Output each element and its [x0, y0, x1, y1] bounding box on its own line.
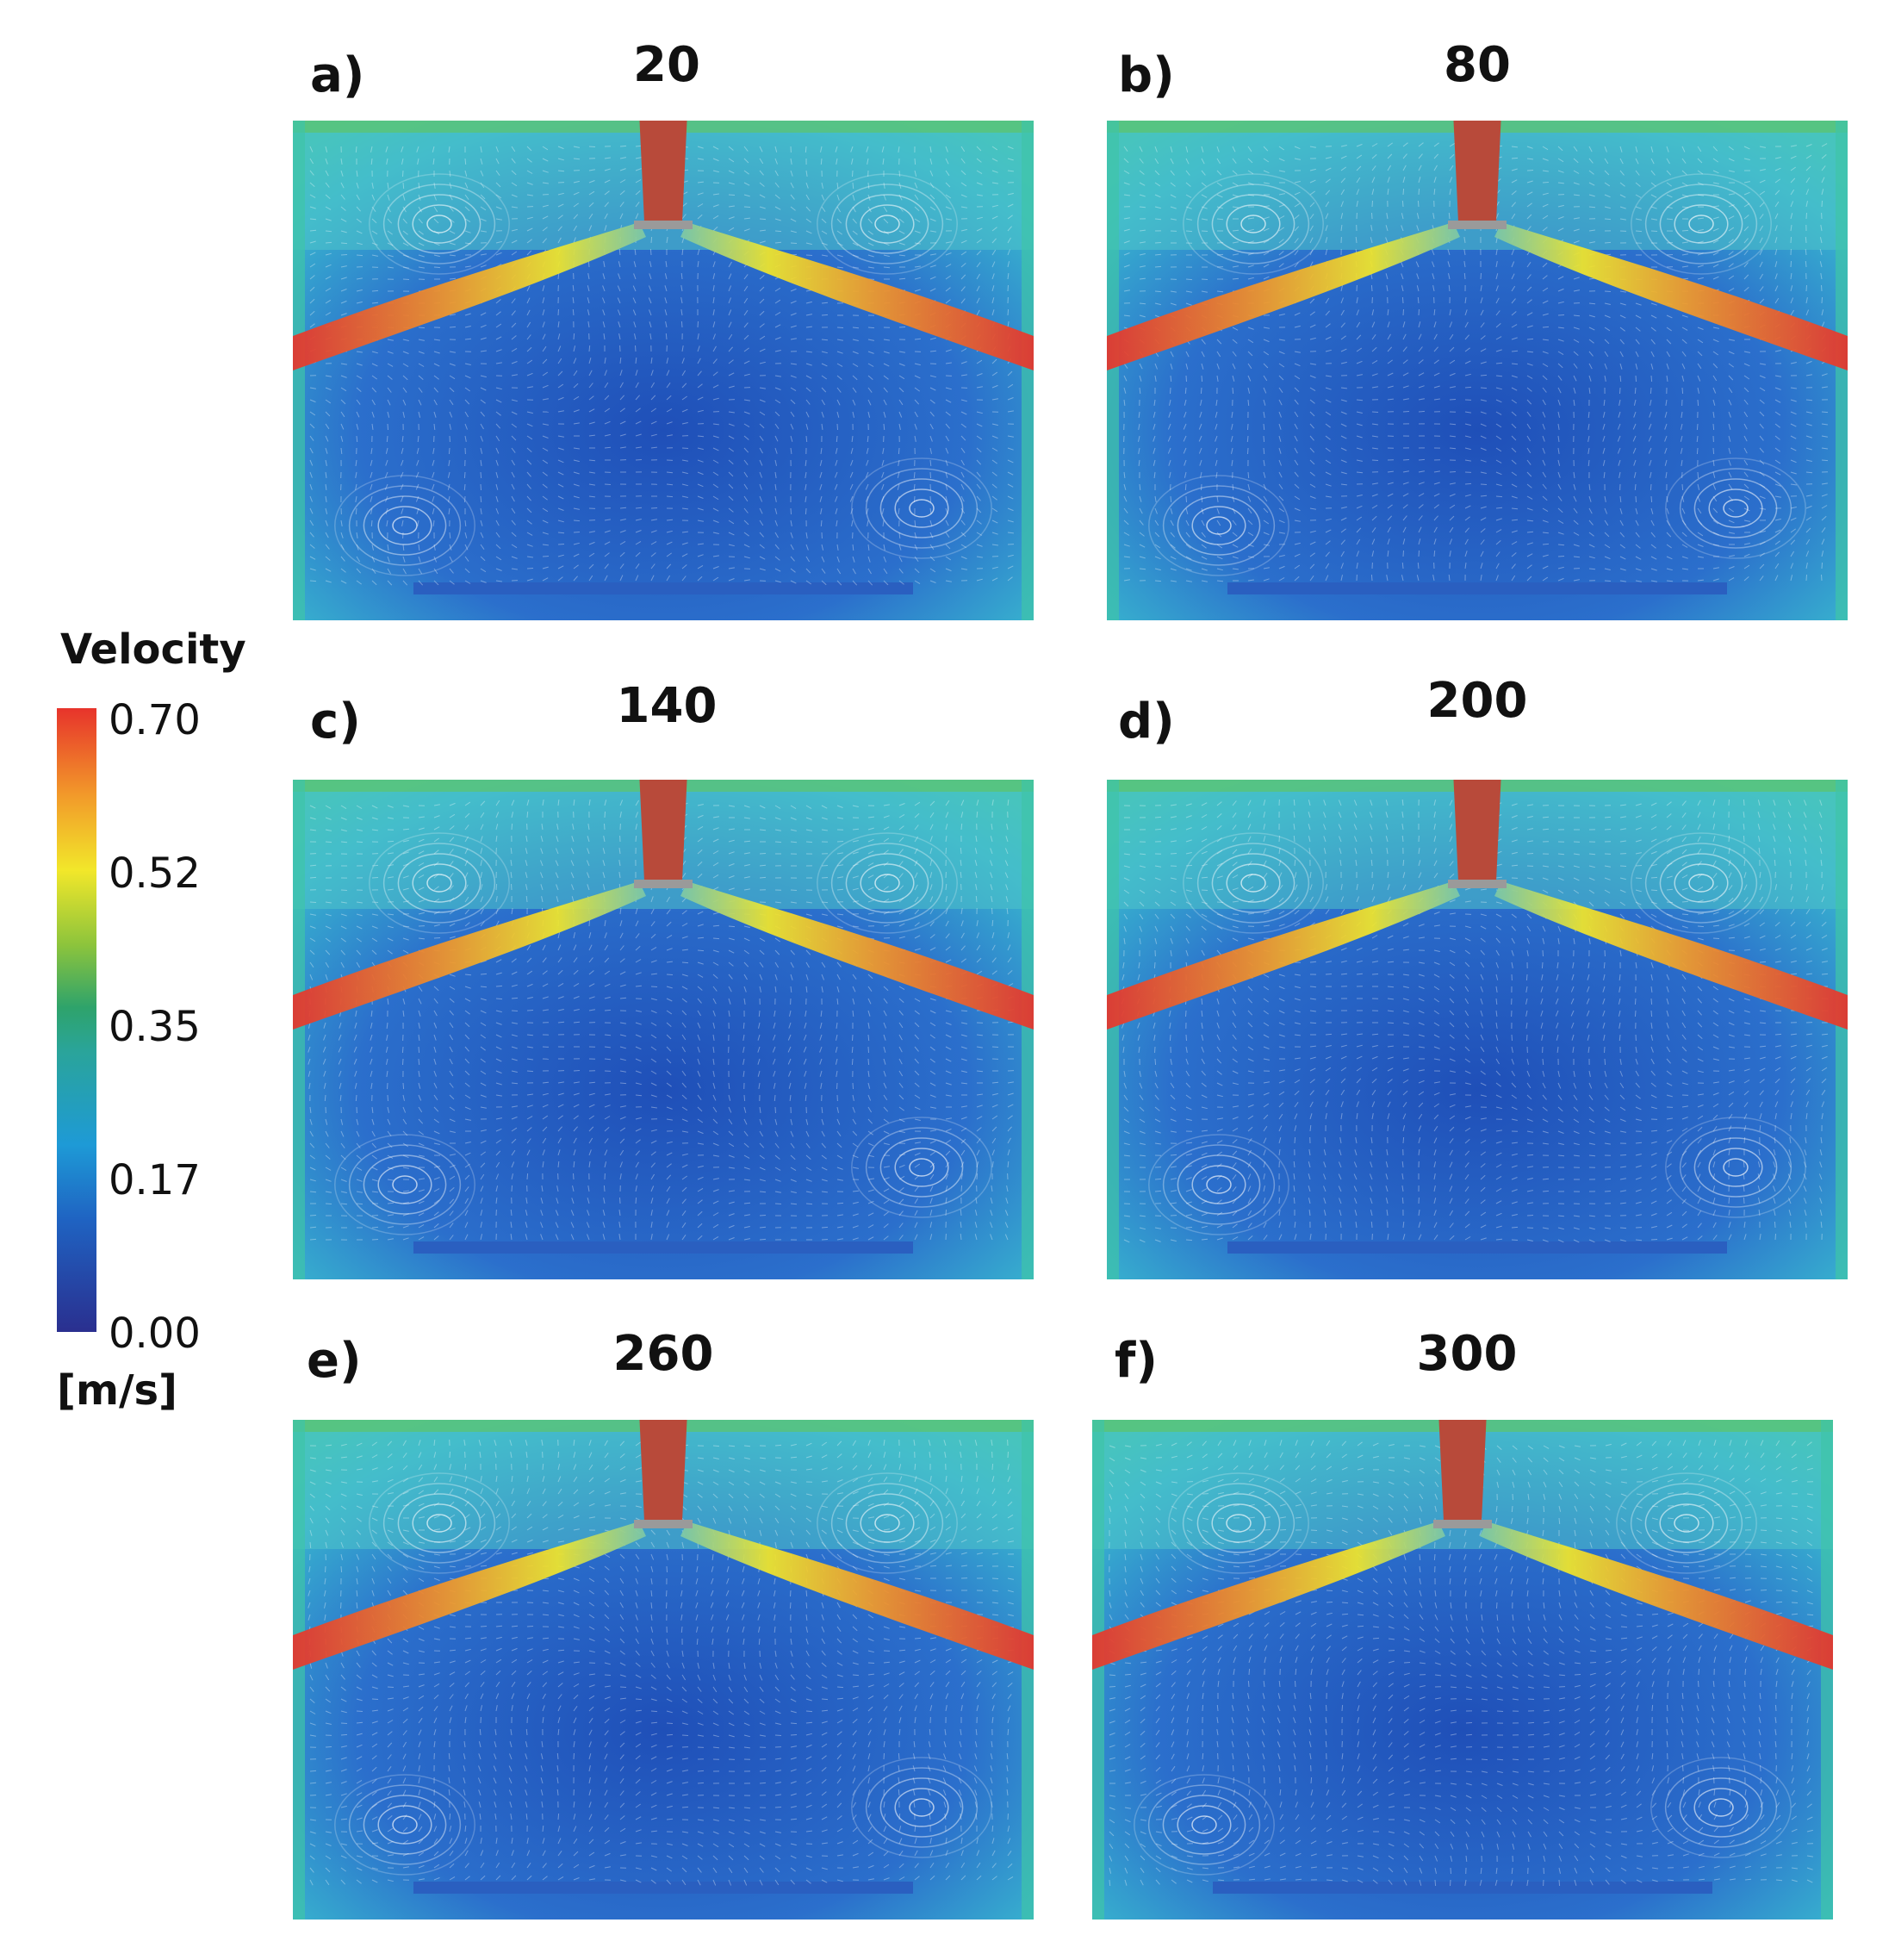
- colorbar-title: Velocity: [60, 625, 246, 674]
- velocity-field-d: [1107, 780, 1848, 1279]
- velocity-field-a: [293, 121, 1034, 620]
- panel-e-time: 260: [612, 1326, 714, 1382]
- velocity-field-c: [293, 780, 1034, 1279]
- panel-d-time: 200: [1426, 673, 1528, 729]
- panel-c-letter: c): [310, 694, 361, 750]
- panel-d-letter: d): [1118, 694, 1175, 750]
- colorbar-tick: 0.35: [109, 1003, 201, 1051]
- colorbar-unit: [m/s]: [57, 1366, 177, 1415]
- panel-f-letter: f): [1115, 1333, 1158, 1389]
- panel-e-letter: e): [307, 1333, 362, 1389]
- velocity-field-b: [1107, 121, 1848, 620]
- colorbar-tick: 0.70: [109, 696, 201, 744]
- panel-a-letter: a): [310, 47, 365, 103]
- velocity-field-f: [1092, 1420, 1833, 1920]
- panel-c-time: 140: [616, 678, 718, 734]
- colorbar-tick: 0.00: [109, 1310, 201, 1358]
- panel-f-time: 300: [1416, 1326, 1518, 1382]
- velocity-field-e: [293, 1420, 1034, 1920]
- colorbar-tick: 0.52: [109, 849, 201, 898]
- panel-b-letter: b): [1118, 47, 1175, 103]
- panel-a-time: 20: [633, 37, 700, 93]
- panel-b-time: 80: [1444, 37, 1511, 93]
- colorbar: [57, 708, 96, 1332]
- colorbar-tick: 0.17: [109, 1156, 201, 1204]
